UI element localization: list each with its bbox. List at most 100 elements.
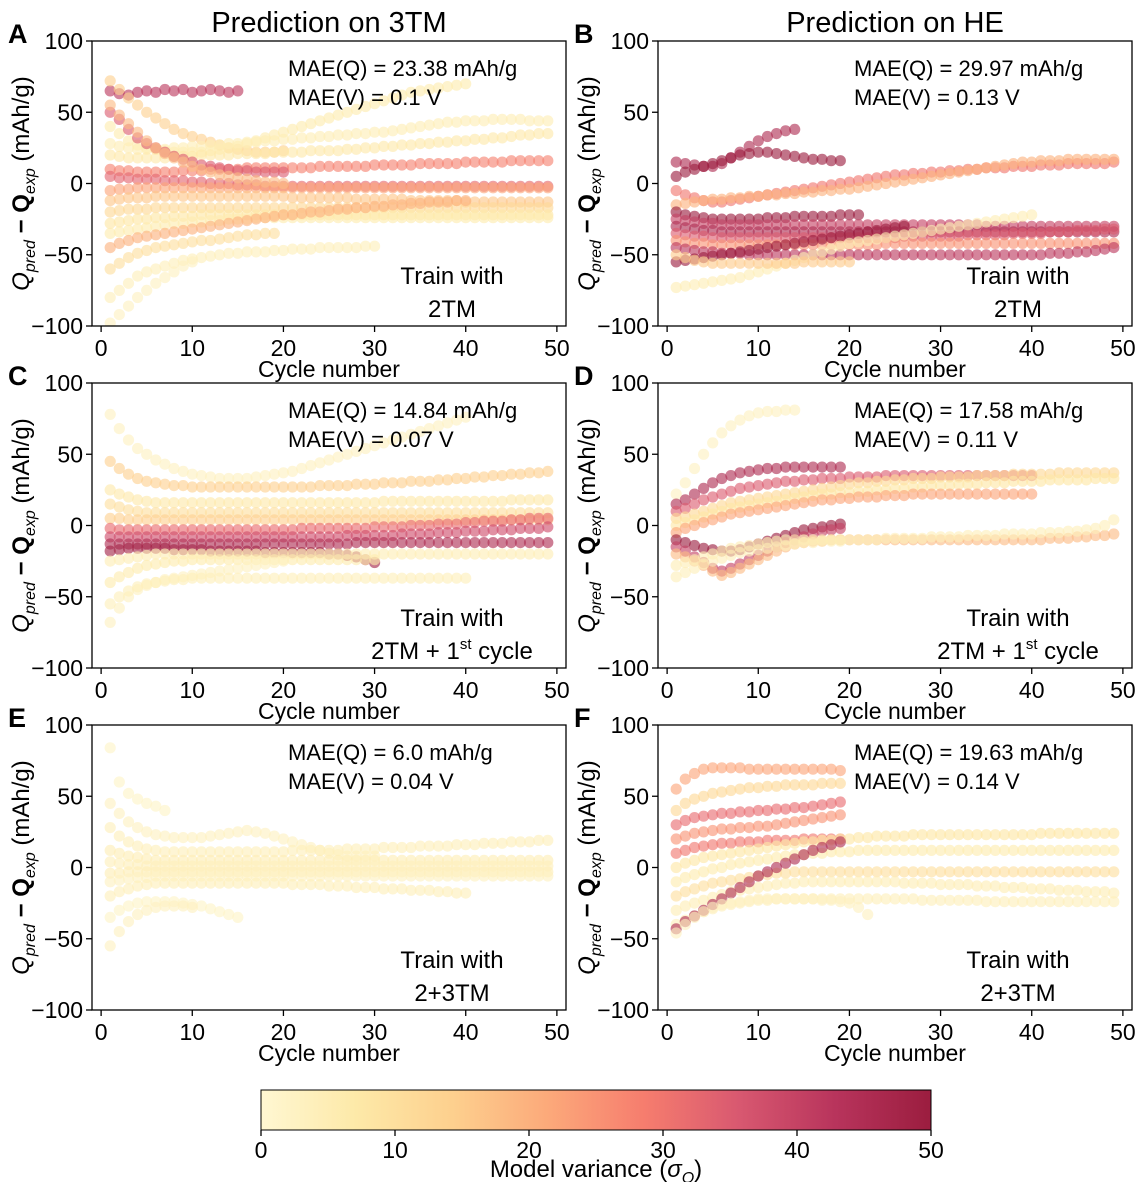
data-point — [414, 182, 426, 194]
data-point — [1017, 881, 1029, 894]
mae-q-annotation: MAE(Q) = 23.38 mAh/g — [288, 56, 517, 81]
data-point — [862, 893, 874, 905]
data-point — [752, 464, 764, 476]
data-point — [725, 192, 737, 204]
x-axis-label: Cycle number — [258, 1040, 400, 1066]
data-point — [460, 182, 472, 194]
data-point — [204, 514, 217, 526]
data-point — [378, 841, 390, 854]
x-tick-label: 0 — [661, 335, 674, 361]
data-point — [880, 893, 892, 905]
data-point — [186, 481, 198, 493]
data-point — [378, 200, 390, 212]
data-point — [761, 405, 774, 418]
data-point — [168, 574, 180, 586]
data-point — [989, 229, 1001, 241]
data-point — [432, 158, 444, 170]
data-point — [980, 829, 992, 841]
data-point — [277, 166, 289, 178]
data-point — [505, 494, 517, 506]
data-point — [150, 202, 162, 214]
data-point — [542, 115, 554, 127]
data-point — [789, 461, 801, 473]
data-point — [1035, 249, 1047, 261]
data-point — [204, 554, 217, 566]
data-point — [332, 109, 344, 121]
data-point — [798, 236, 810, 248]
data-point — [496, 837, 508, 849]
data-point — [113, 571, 125, 583]
data-point — [441, 870, 454, 882]
data-point — [698, 256, 710, 268]
data-point — [341, 843, 353, 855]
data-point — [432, 212, 444, 224]
data-point — [542, 494, 554, 506]
data-point — [716, 786, 728, 798]
data-point — [898, 229, 910, 241]
data-point — [816, 866, 828, 878]
data-point — [122, 900, 135, 912]
data-point — [980, 529, 992, 542]
data-point — [204, 497, 217, 509]
data-point — [323, 242, 335, 254]
colorbar-label-main: Model variance ( — [490, 1156, 667, 1182]
data-point — [141, 826, 153, 838]
data-point — [688, 254, 701, 266]
data-point — [132, 514, 144, 526]
data-point — [1017, 829, 1029, 841]
data-point — [341, 448, 353, 460]
data-point — [907, 829, 919, 841]
data-point — [150, 229, 162, 241]
data-point — [132, 173, 144, 185]
data-point — [1035, 844, 1047, 857]
data-point — [989, 896, 1001, 908]
data-point — [460, 572, 472, 584]
data-point — [816, 233, 828, 245]
data-point — [980, 477, 992, 489]
data-point — [935, 866, 947, 878]
data-point — [1026, 528, 1038, 540]
data-point — [743, 763, 755, 775]
data-point — [807, 813, 819, 825]
data-point — [789, 150, 801, 162]
data-point — [305, 572, 317, 584]
data-point — [1108, 153, 1120, 165]
data-point — [460, 548, 472, 560]
data-point — [505, 548, 517, 560]
data-point — [432, 518, 444, 530]
data-point — [761, 130, 774, 143]
data-point — [688, 911, 701, 924]
data-point — [698, 160, 710, 172]
data-point — [542, 212, 554, 224]
data-point — [387, 870, 399, 882]
data-point — [770, 249, 783, 261]
data-point — [132, 551, 144, 563]
data-point — [460, 472, 472, 485]
data-point — [305, 132, 317, 144]
data-point — [780, 534, 792, 546]
data-point — [277, 133, 289, 145]
data-point — [314, 879, 326, 891]
data-point — [670, 548, 682, 560]
data-point — [862, 226, 874, 238]
data-point — [789, 802, 801, 814]
data-point — [241, 481, 253, 493]
data-point — [132, 99, 144, 111]
data-point — [232, 554, 244, 566]
data-point — [268, 572, 280, 584]
data-point — [496, 537, 508, 549]
data-point — [451, 182, 463, 194]
data-point — [441, 518, 454, 530]
data-point — [971, 844, 983, 857]
data-point — [953, 879, 965, 891]
data-point — [159, 846, 171, 858]
data-point — [177, 832, 189, 844]
data-point — [141, 549, 153, 562]
data-point — [296, 554, 308, 566]
data-point — [122, 172, 135, 184]
data-point — [223, 877, 235, 889]
data-point — [1007, 227, 1020, 239]
data-point — [451, 537, 463, 549]
